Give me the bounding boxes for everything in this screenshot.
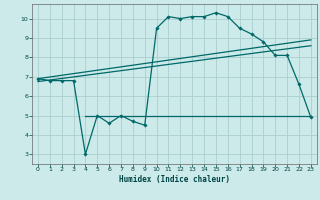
X-axis label: Humidex (Indice chaleur): Humidex (Indice chaleur) (119, 175, 230, 184)
